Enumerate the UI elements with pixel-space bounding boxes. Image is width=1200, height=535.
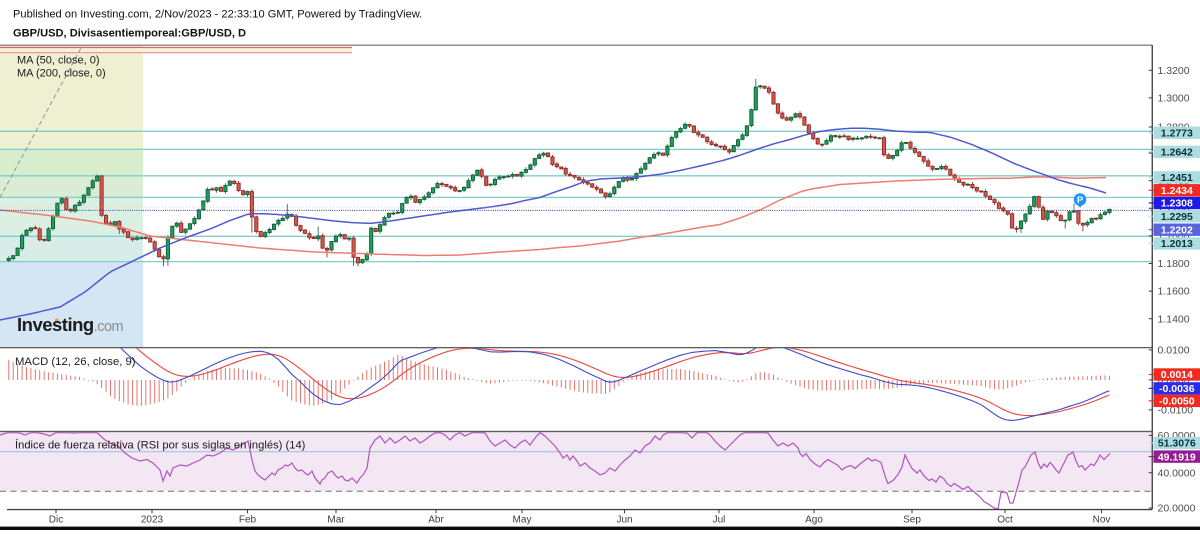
svg-text:Ago: Ago bbox=[805, 514, 823, 525]
svg-text:1.2295: 1.2295 bbox=[1161, 211, 1193, 223]
svg-text:MA (200, close, 0): MA (200, close, 0) bbox=[17, 68, 106, 80]
svg-text:1.2773: 1.2773 bbox=[1161, 127, 1193, 139]
svg-text:-0.0036: -0.0036 bbox=[1159, 383, 1195, 395]
svg-text:1.2202: 1.2202 bbox=[1161, 224, 1193, 236]
svg-text:GBP/USD, Divisasentiemporeal:G: GBP/USD, Divisasentiemporeal:GBP/USD, D bbox=[13, 28, 246, 40]
svg-text:MA (50, close, 0): MA (50, close, 0) bbox=[17, 55, 100, 67]
svg-text:1.2308: 1.2308 bbox=[1161, 198, 1193, 210]
svg-text:1.3200: 1.3200 bbox=[1158, 65, 1190, 77]
svg-text:0.0014: 0.0014 bbox=[1161, 369, 1193, 381]
svg-text:2023: 2023 bbox=[141, 514, 164, 525]
svg-text:Published on Investing.com, 2/: Published on Investing.com, 2/Nov/2023 -… bbox=[13, 9, 422, 21]
svg-text:P: P bbox=[1077, 195, 1084, 206]
svg-text:1.1800: 1.1800 bbox=[1158, 258, 1190, 270]
svg-text:1.2642: 1.2642 bbox=[1161, 147, 1193, 159]
svg-text:1.1600: 1.1600 bbox=[1158, 286, 1190, 298]
svg-text:Mar: Mar bbox=[327, 514, 345, 525]
svg-text:40.0000: 40.0000 bbox=[1158, 467, 1196, 479]
svg-text:Nov: Nov bbox=[1093, 514, 1111, 525]
svg-text:Índice de fuerza relativa (RSI: Índice de fuerza relativa (RSI por sus s… bbox=[15, 439, 306, 452]
svg-text:1.2451: 1.2451 bbox=[1161, 172, 1193, 184]
svg-text:1.1400: 1.1400 bbox=[1158, 313, 1190, 325]
svg-text:Dic: Dic bbox=[49, 514, 63, 525]
svg-text:Oct: Oct bbox=[997, 514, 1013, 525]
svg-text:20.0000: 20.0000 bbox=[1158, 503, 1196, 515]
svg-text:Jul: Jul bbox=[713, 514, 726, 525]
svg-text:1.2434: 1.2434 bbox=[1161, 185, 1193, 197]
svg-text:Feb: Feb bbox=[239, 514, 257, 525]
svg-text:Sep: Sep bbox=[903, 514, 921, 525]
svg-text:May: May bbox=[513, 514, 532, 525]
svg-text:51.3076: 51.3076 bbox=[1158, 438, 1196, 450]
svg-text:1.2013: 1.2013 bbox=[1161, 238, 1193, 250]
svg-text:49.1919: 49.1919 bbox=[1158, 451, 1196, 463]
svg-text:0.0100: 0.0100 bbox=[1158, 345, 1190, 357]
svg-text:Jun: Jun bbox=[616, 514, 632, 525]
svg-text:-0.0050: -0.0050 bbox=[1159, 396, 1195, 408]
svg-text:Abr: Abr bbox=[428, 514, 444, 525]
svg-text:MACD (12, 26, close, 9): MACD (12, 26, close, 9) bbox=[15, 356, 136, 368]
svg-text:1.3000: 1.3000 bbox=[1158, 93, 1190, 105]
